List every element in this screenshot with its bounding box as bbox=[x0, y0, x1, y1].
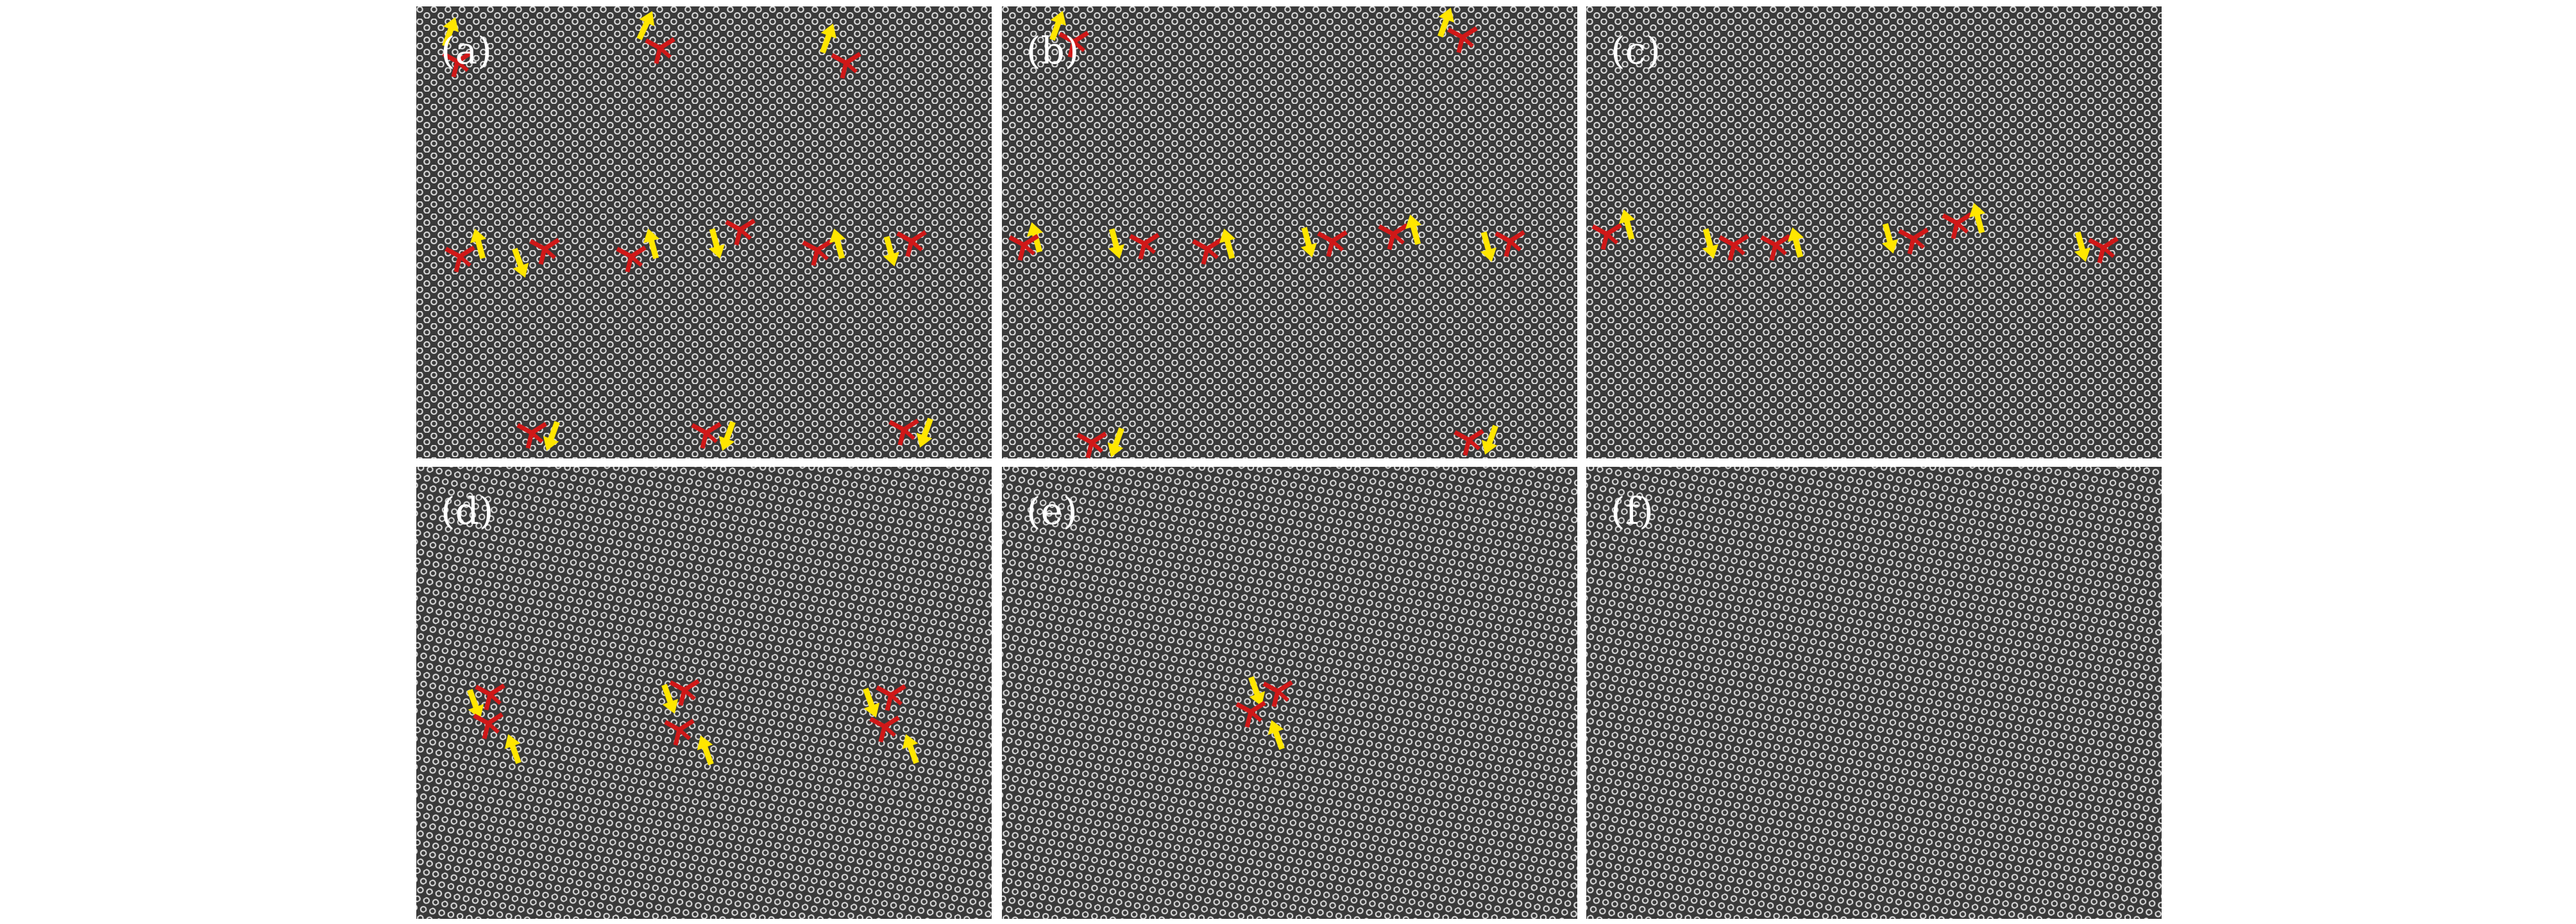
panel-label: (a) bbox=[441, 29, 492, 72]
panel-label: (d) bbox=[441, 489, 494, 533]
lattice-image-f bbox=[1586, 467, 2162, 919]
panel-label: (c) bbox=[1611, 29, 1661, 72]
lattice-image-b bbox=[1002, 6, 1577, 458]
panel-e: (e) bbox=[1002, 467, 1577, 919]
panel-f: (f) bbox=[1586, 467, 2162, 919]
panel-label: (f) bbox=[1611, 489, 1654, 533]
lattice-image-c bbox=[1586, 6, 2162, 458]
lattice-image-d bbox=[416, 467, 992, 919]
lattice-image-a bbox=[416, 6, 992, 458]
panel-label: (e) bbox=[1026, 489, 1078, 533]
panel-a: (a) bbox=[416, 6, 992, 458]
panel-c: (c) bbox=[1586, 6, 2162, 458]
panel-b: (b) bbox=[1002, 6, 1577, 458]
panel-d: (d) bbox=[416, 467, 992, 919]
panel-label: (b) bbox=[1026, 29, 1080, 72]
lattice-image-e bbox=[1002, 467, 1577, 919]
